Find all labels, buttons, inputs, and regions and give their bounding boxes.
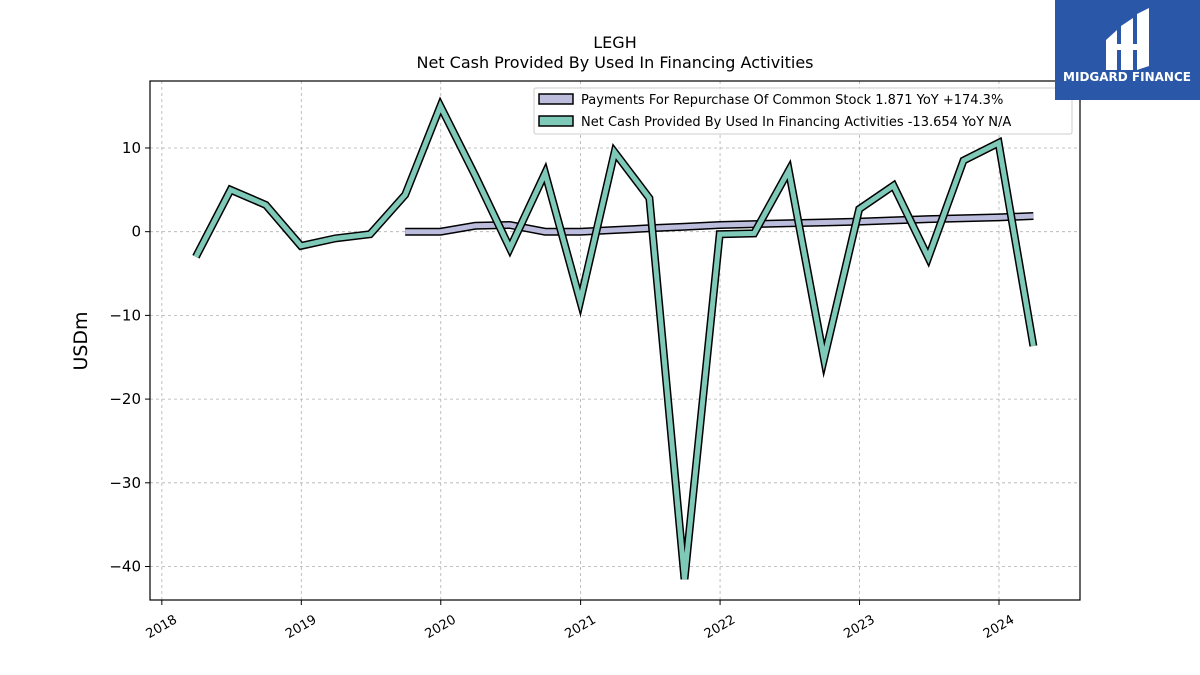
logo-mark-icon xyxy=(1106,8,1149,70)
x-tick-label: 2021 xyxy=(562,612,598,642)
legend-label-repurchase: Payments For Repurchase Of Common Stock … xyxy=(581,93,1003,108)
series-lines xyxy=(192,96,1038,580)
y-tick-label: 0 xyxy=(131,223,141,241)
legend-label-financing: Net Cash Provided By Used In Financing A… xyxy=(581,115,1011,130)
y-axis-label: USDm xyxy=(70,311,92,370)
legend-swatch-financing xyxy=(538,115,574,127)
series-line-outline xyxy=(192,96,1038,580)
y-tick-label: −40 xyxy=(109,558,141,576)
y-tick-label: 10 xyxy=(122,139,141,157)
x-tick-label: 2022 xyxy=(702,612,738,642)
logo: MIDGARD FINANCE xyxy=(1055,0,1200,100)
x-axis: 2018 2019 2020 2021 2022 2023 2024 xyxy=(144,600,1017,642)
x-tick-label: 2018 xyxy=(144,612,180,642)
logo-text: MIDGARD FINANCE xyxy=(1063,70,1191,84)
chart-title: LEGH xyxy=(593,33,636,52)
legend-box xyxy=(533,87,1073,135)
y-tick-label: −10 xyxy=(109,306,141,324)
x-tick-label: 2020 xyxy=(423,612,459,642)
y-tick-label: −20 xyxy=(109,390,141,408)
legend-swatch-repurchase xyxy=(538,93,574,105)
chart-subtitle: Net Cash Provided By Used In Financing A… xyxy=(416,53,813,72)
plot-frame xyxy=(149,80,1081,601)
x-tick-label: 2024 xyxy=(981,612,1017,642)
series-line xyxy=(405,213,1034,235)
legend: Payments For Repurchase Of Common Stock … xyxy=(533,87,1073,135)
y-tick-label: −30 xyxy=(109,474,141,492)
series-line xyxy=(193,99,1036,580)
x-tick-label: 2023 xyxy=(841,612,877,642)
x-tick-label: 2019 xyxy=(283,612,319,642)
y-axis: 10 0 −10 −20 −30 −40 xyxy=(109,139,150,576)
